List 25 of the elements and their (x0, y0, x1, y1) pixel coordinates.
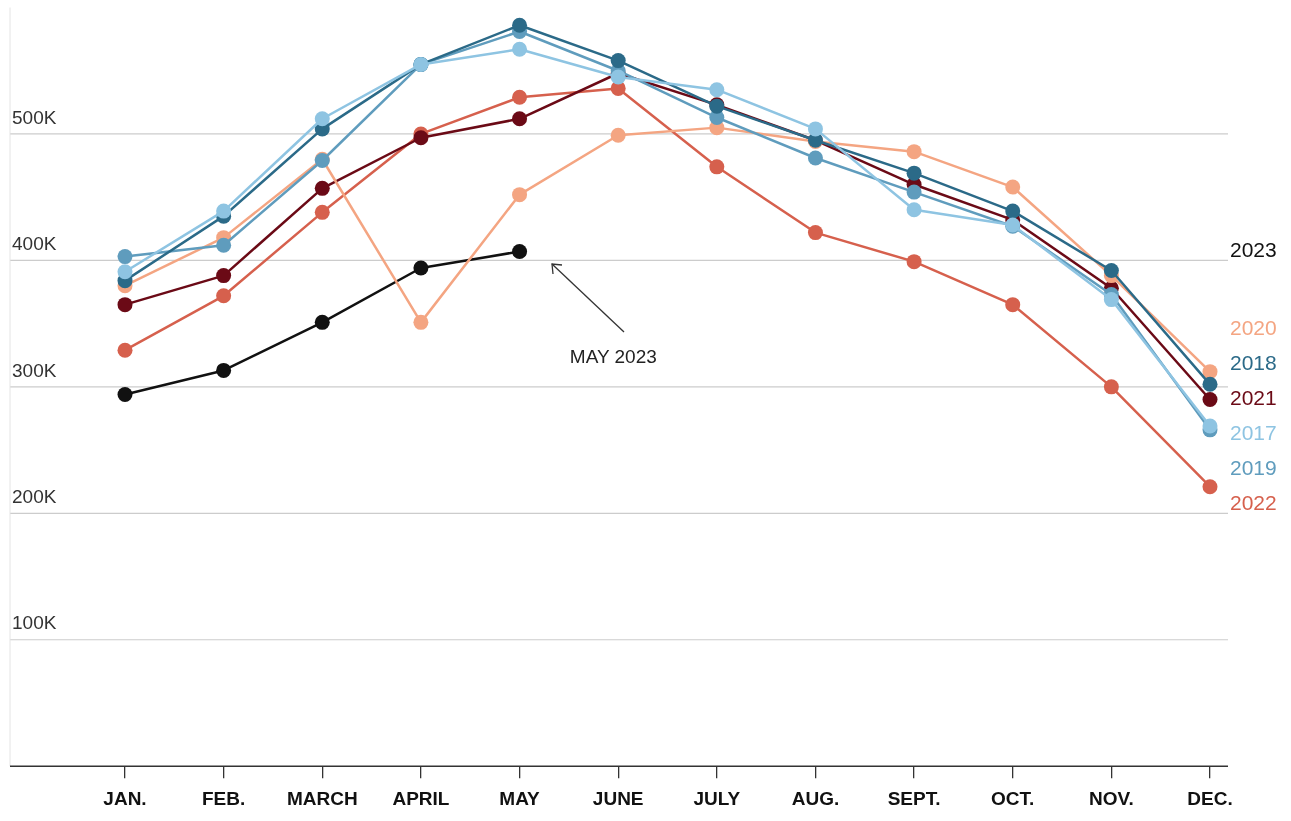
series-label: 2022 (1230, 490, 1277, 514)
y-tick-label: 300K (12, 359, 57, 381)
series-label: 2020 (1230, 315, 1277, 339)
x-tick-label: MAY (499, 787, 541, 809)
x-tick-label: DEC. (1187, 787, 1233, 809)
series-label: 2017 (1230, 420, 1277, 444)
x-tick-label: FEB. (202, 787, 246, 809)
x-tick-label: NOV. (1089, 787, 1134, 809)
series-label: 2019 (1230, 455, 1277, 479)
x-tick-label: MARCH (286, 787, 358, 809)
x-tick-label: APRIL (392, 787, 450, 809)
annotation: MAY 2023 (569, 346, 657, 368)
series-label: 2021 (1230, 385, 1277, 409)
x-tick-label: OCT. (991, 787, 1035, 809)
y-tick-label: 400K (12, 233, 57, 255)
series-label: 2018 (1230, 350, 1277, 374)
x-tick-label: SEPT. (887, 787, 941, 809)
x-tick-label: AUG. (791, 787, 840, 809)
y-tick-label: 100K (12, 612, 57, 634)
x-tick-label: JAN. (103, 787, 147, 809)
x-tick-label: JULY (693, 787, 741, 809)
y-tick-label: 200K (12, 486, 57, 508)
x-tick-label: JUNE (592, 787, 644, 809)
y-tick-label: 500K (12, 106, 57, 128)
text: 2023 (1230, 238, 1277, 262)
